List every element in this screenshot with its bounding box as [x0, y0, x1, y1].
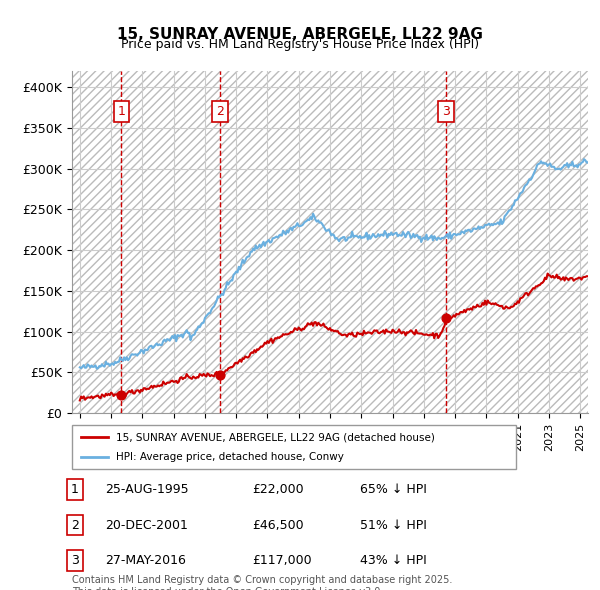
Text: £46,500: £46,500 — [252, 519, 304, 532]
Text: 25-AUG-1995: 25-AUG-1995 — [105, 483, 188, 496]
Text: 3: 3 — [442, 105, 450, 118]
Text: 65% ↓ HPI: 65% ↓ HPI — [360, 483, 427, 496]
Text: 51% ↓ HPI: 51% ↓ HPI — [360, 519, 427, 532]
Text: Price paid vs. HM Land Registry's House Price Index (HPI): Price paid vs. HM Land Registry's House … — [121, 38, 479, 51]
Text: 15, SUNRAY AVENUE, ABERGELE, LL22 9AG: 15, SUNRAY AVENUE, ABERGELE, LL22 9AG — [117, 27, 483, 41]
Text: 3: 3 — [71, 554, 79, 567]
Text: HPI: Average price, detached house, Conwy: HPI: Average price, detached house, Conw… — [116, 452, 344, 461]
Text: 2: 2 — [71, 519, 79, 532]
Text: £117,000: £117,000 — [252, 554, 311, 567]
Text: 20-DEC-2001: 20-DEC-2001 — [105, 519, 188, 532]
FancyBboxPatch shape — [72, 425, 516, 469]
Text: 2: 2 — [216, 105, 224, 118]
Text: £22,000: £22,000 — [252, 483, 304, 496]
Point — [215, 371, 225, 380]
Text: 27-MAY-2016: 27-MAY-2016 — [105, 554, 186, 567]
Text: 1: 1 — [71, 483, 79, 496]
Text: 1: 1 — [118, 105, 125, 118]
Text: Contains HM Land Registry data © Crown copyright and database right 2025.
This d: Contains HM Land Registry data © Crown c… — [72, 575, 452, 590]
Text: 43% ↓ HPI: 43% ↓ HPI — [360, 554, 427, 567]
Text: 15, SUNRAY AVENUE, ABERGELE, LL22 9AG (detached house): 15, SUNRAY AVENUE, ABERGELE, LL22 9AG (d… — [116, 432, 435, 442]
Point — [441, 313, 451, 322]
Point — [116, 391, 126, 400]
